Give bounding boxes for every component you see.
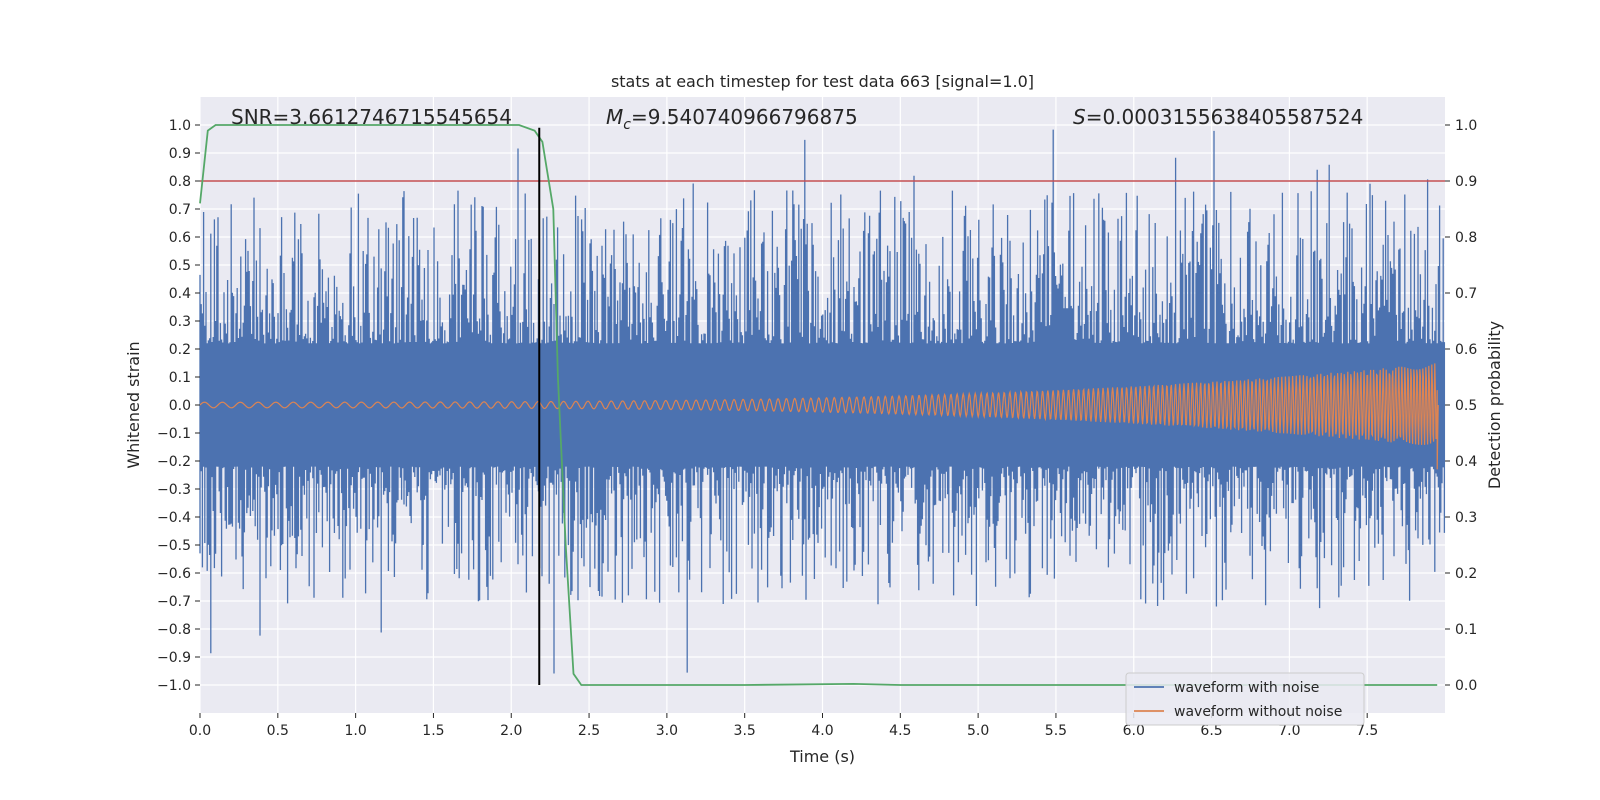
detection-probability-line <box>199 124 1438 686</box>
x-tick-label: 5.0 <box>967 723 989 739</box>
y-tick-label: −0.9 <box>157 650 191 666</box>
y-tick-label: −0.4 <box>157 510 191 526</box>
chirp-mass-subscript: c <box>623 117 631 133</box>
chirp-mass-annotation: Mc=9.540740966796875 <box>606 105 858 133</box>
y-right-tick-label: 0.8 <box>1455 230 1477 246</box>
x-tick-label: 4.0 <box>811 723 833 739</box>
x-tick-label: 1.0 <box>344 723 366 739</box>
y-right-tick-label: 1.0 <box>1455 118 1477 134</box>
s-statistic-symbol: S <box>1073 105 1086 129</box>
x-tick-label: 0.5 <box>267 723 289 739</box>
y-tick-label: 0.5 <box>169 258 191 274</box>
chart-title: stats at each timestep for test data 663… <box>611 72 1034 91</box>
snr-annotation: SNR=3.6612746715545654 <box>231 105 512 129</box>
chirp-mass-value: =9.540740966796875 <box>631 105 858 129</box>
x-tick-label: 2.0 <box>500 723 522 739</box>
y-tick-label: −0.1 <box>157 426 191 442</box>
legend-label-waveform-with-noise: waveform with noise <box>1174 680 1319 696</box>
y-tick-label: 0.1 <box>169 370 191 386</box>
x-tick-label: 5.5 <box>1045 723 1067 739</box>
overlay-lines <box>199 124 1445 686</box>
axes: 0.0 0.5 1.0 1.5 2.0 2.5 3.0 3.5 4.0 4.5 5.0 5.5 6.0 6… <box>157 118 1477 739</box>
y-tick-label: 0.2 <box>169 342 191 358</box>
x-tick-label: 7.5 <box>1356 723 1378 739</box>
x-tick-label: 6.5 <box>1200 723 1222 739</box>
y-tick-label: −0.2 <box>157 454 191 470</box>
y-tick-label: 0.4 <box>169 286 191 302</box>
x-tick-label: 0.0 <box>189 723 211 739</box>
x-tick-label: 2.5 <box>578 723 600 739</box>
y-right-tick-label: 0.6 <box>1455 342 1477 358</box>
y-tick-label: 0.7 <box>169 202 191 218</box>
x-tick-label: 6.0 <box>1123 723 1145 739</box>
y-tick-label: 0.9 <box>169 146 191 162</box>
y-right-tick-label: 0.5 <box>1455 398 1477 414</box>
x-axis-label: Time (s) <box>789 747 855 766</box>
y-tick-label: 0.6 <box>169 230 191 246</box>
legend-box <box>1125 672 1365 726</box>
waveform-without-noise-series <box>199 363 1439 470</box>
x-tick-label: 4.5 <box>889 723 911 739</box>
y-tick-label: −0.3 <box>157 482 191 498</box>
y-tick-label: 0.3 <box>169 314 191 330</box>
y-tick-label: 0.0 <box>169 398 191 414</box>
y-axis-label: Whitened strain <box>124 341 143 468</box>
y-right-tick-label: 0.2 <box>1455 566 1477 582</box>
x-tick-label: 3.5 <box>734 723 756 739</box>
legend-label-waveform-without-noise: waveform without noise <box>1174 704 1342 720</box>
legend: waveform with noise waveform without noi… <box>1125 672 1365 726</box>
y-tick-label: 1.0 <box>169 118 191 134</box>
y-right-tick-label: 0.3 <box>1455 510 1477 526</box>
x-tick-label: 7.0 <box>1278 723 1300 739</box>
y-tick-label: −0.8 <box>157 622 191 638</box>
chirp-mass-symbol: M <box>606 105 623 129</box>
y-tick-label: −0.5 <box>157 538 191 554</box>
y-axis-right-label: Detection probability <box>1485 321 1504 489</box>
waveform-without-noise-line <box>199 363 1439 470</box>
x-tick-label: 3.0 <box>656 723 678 739</box>
y-tick-label: −1.0 <box>157 678 191 694</box>
y-tick-label: −0.6 <box>157 566 191 582</box>
y-tick-label: 0.8 <box>169 174 191 190</box>
s-statistic-annotation: S=0.0003155638405587524 <box>1073 105 1363 129</box>
x-tick-label: 1.5 <box>422 723 444 739</box>
y-right-tick-label: 0.4 <box>1455 454 1477 470</box>
y-right-tick-label: 0.7 <box>1455 286 1477 302</box>
y-right-tick-label: 0.0 <box>1455 678 1477 694</box>
y-right-tick-label: 0.9 <box>1455 174 1477 190</box>
y-tick-label: −0.7 <box>157 594 191 610</box>
y-right-tick-label: 0.1 <box>1455 622 1477 638</box>
s-statistic-value: =0.0003155638405587524 <box>1086 105 1364 129</box>
